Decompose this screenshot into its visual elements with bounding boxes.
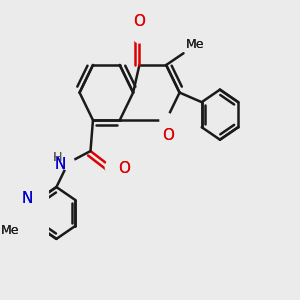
Text: O: O [118, 161, 130, 176]
Text: N: N [54, 157, 66, 172]
Text: O: O [162, 128, 174, 143]
Text: O: O [118, 161, 130, 176]
Text: H: H [52, 151, 62, 164]
Text: Me: Me [185, 38, 204, 51]
Circle shape [133, 28, 145, 43]
Text: Me: Me [185, 38, 204, 51]
Text: H: H [52, 151, 62, 164]
Text: Me: Me [1, 224, 20, 237]
Text: N: N [54, 157, 66, 172]
Text: O: O [134, 14, 146, 29]
Circle shape [160, 113, 172, 128]
Circle shape [62, 155, 74, 170]
Text: O: O [134, 14, 146, 29]
Text: N: N [22, 191, 33, 206]
Text: N: N [22, 191, 33, 206]
Text: Me: Me [1, 224, 20, 237]
Circle shape [31, 193, 44, 207]
Circle shape [105, 160, 118, 175]
Text: O: O [162, 128, 174, 143]
